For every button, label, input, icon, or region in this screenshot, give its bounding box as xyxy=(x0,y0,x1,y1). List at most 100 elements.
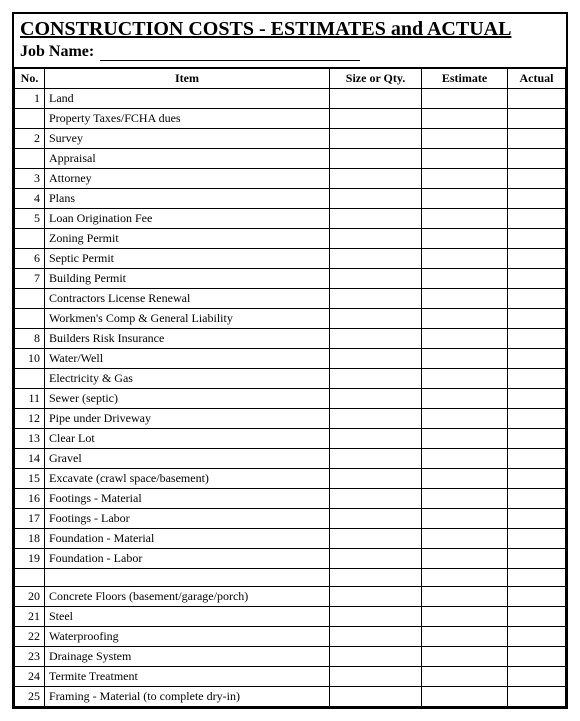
cell-size[interactable] xyxy=(330,587,422,607)
cell-estimate[interactable] xyxy=(422,529,508,549)
cell-size[interactable] xyxy=(330,509,422,529)
cell-estimate[interactable] xyxy=(422,169,508,189)
cell-actual[interactable] xyxy=(508,189,566,209)
cell-size[interactable] xyxy=(330,389,422,409)
cell-actual[interactable] xyxy=(508,369,566,389)
cell-item xyxy=(45,569,330,587)
cell-size[interactable] xyxy=(330,369,422,389)
cell-actual[interactable] xyxy=(508,549,566,569)
cell-size[interactable] xyxy=(330,489,422,509)
cell-actual[interactable] xyxy=(508,149,566,169)
table-row: 20Concrete Floors (basement/garage/porch… xyxy=(15,587,566,607)
cell-actual[interactable] xyxy=(508,389,566,409)
cell-actual[interactable] xyxy=(508,587,566,607)
cell-estimate[interactable] xyxy=(422,409,508,429)
cell-estimate[interactable] xyxy=(422,489,508,509)
cell-estimate[interactable] xyxy=(422,309,508,329)
cell-estimate[interactable] xyxy=(422,569,508,587)
cell-size[interactable] xyxy=(330,309,422,329)
cell-estimate[interactable] xyxy=(422,429,508,449)
cell-estimate[interactable] xyxy=(422,509,508,529)
cell-estimate[interactable] xyxy=(422,587,508,607)
cell-size[interactable] xyxy=(330,449,422,469)
cell-actual[interactable] xyxy=(508,529,566,549)
cell-estimate[interactable] xyxy=(422,129,508,149)
cell-size[interactable] xyxy=(330,667,422,687)
cell-size[interactable] xyxy=(330,349,422,369)
cell-estimate[interactable] xyxy=(422,469,508,489)
cell-estimate[interactable] xyxy=(422,89,508,109)
cell-estimate[interactable] xyxy=(422,549,508,569)
cell-estimate[interactable] xyxy=(422,329,508,349)
cell-actual[interactable] xyxy=(508,489,566,509)
cell-actual[interactable] xyxy=(508,269,566,289)
cell-estimate[interactable] xyxy=(422,289,508,309)
cell-estimate[interactable] xyxy=(422,269,508,289)
cell-size[interactable] xyxy=(330,209,422,229)
cell-estimate[interactable] xyxy=(422,149,508,169)
cell-size[interactable] xyxy=(330,149,422,169)
cell-estimate[interactable] xyxy=(422,209,508,229)
cell-actual[interactable] xyxy=(508,607,566,627)
cell-size[interactable] xyxy=(330,529,422,549)
table-row: 15Excavate (crawl space/basement) xyxy=(15,469,566,489)
cell-actual[interactable] xyxy=(508,349,566,369)
cell-size[interactable] xyxy=(330,627,422,647)
cell-actual[interactable] xyxy=(508,687,566,707)
cell-estimate[interactable] xyxy=(422,627,508,647)
cell-actual[interactable] xyxy=(508,569,566,587)
cell-size[interactable] xyxy=(330,329,422,349)
cell-estimate[interactable] xyxy=(422,647,508,667)
cell-size[interactable] xyxy=(330,647,422,667)
cell-size[interactable] xyxy=(330,229,422,249)
cell-actual[interactable] xyxy=(508,429,566,449)
cell-estimate[interactable] xyxy=(422,229,508,249)
cell-actual[interactable] xyxy=(508,209,566,229)
cell-actual[interactable] xyxy=(508,89,566,109)
cell-size[interactable] xyxy=(330,129,422,149)
cell-actual[interactable] xyxy=(508,129,566,149)
cell-actual[interactable] xyxy=(508,469,566,489)
cell-estimate[interactable] xyxy=(422,249,508,269)
cell-size[interactable] xyxy=(330,409,422,429)
cell-estimate[interactable] xyxy=(422,109,508,129)
cell-estimate[interactable] xyxy=(422,389,508,409)
cell-size[interactable] xyxy=(330,249,422,269)
cell-actual[interactable] xyxy=(508,667,566,687)
cell-size[interactable] xyxy=(330,89,422,109)
cell-size[interactable] xyxy=(330,109,422,129)
cell-actual[interactable] xyxy=(508,409,566,429)
cell-size[interactable] xyxy=(330,687,422,707)
cell-size[interactable] xyxy=(330,429,422,449)
cell-estimate[interactable] xyxy=(422,369,508,389)
cell-size[interactable] xyxy=(330,569,422,587)
cell-size[interactable] xyxy=(330,169,422,189)
cell-size[interactable] xyxy=(330,549,422,569)
cell-size[interactable] xyxy=(330,189,422,209)
cell-actual[interactable] xyxy=(508,647,566,667)
cell-estimate[interactable] xyxy=(422,349,508,369)
cell-actual[interactable] xyxy=(508,329,566,349)
cell-actual[interactable] xyxy=(508,109,566,129)
table-row: Electricity & Gas xyxy=(15,369,566,389)
cell-actual[interactable] xyxy=(508,249,566,269)
cell-estimate[interactable] xyxy=(422,449,508,469)
job-name-input-line[interactable] xyxy=(100,47,360,61)
cell-actual[interactable] xyxy=(508,289,566,309)
cell-actual[interactable] xyxy=(508,509,566,529)
cell-size[interactable] xyxy=(330,469,422,489)
cell-actual[interactable] xyxy=(508,627,566,647)
cell-item: Workmen's Comp & General Liability xyxy=(45,309,330,329)
cell-item: Steel xyxy=(45,607,330,627)
cell-size[interactable] xyxy=(330,269,422,289)
cell-actual[interactable] xyxy=(508,449,566,469)
cell-size[interactable] xyxy=(330,289,422,309)
cell-estimate[interactable] xyxy=(422,607,508,627)
cell-actual[interactable] xyxy=(508,169,566,189)
cell-estimate[interactable] xyxy=(422,667,508,687)
cell-size[interactable] xyxy=(330,607,422,627)
cell-actual[interactable] xyxy=(508,229,566,249)
cell-estimate[interactable] xyxy=(422,189,508,209)
cell-estimate[interactable] xyxy=(422,687,508,707)
cell-actual[interactable] xyxy=(508,309,566,329)
